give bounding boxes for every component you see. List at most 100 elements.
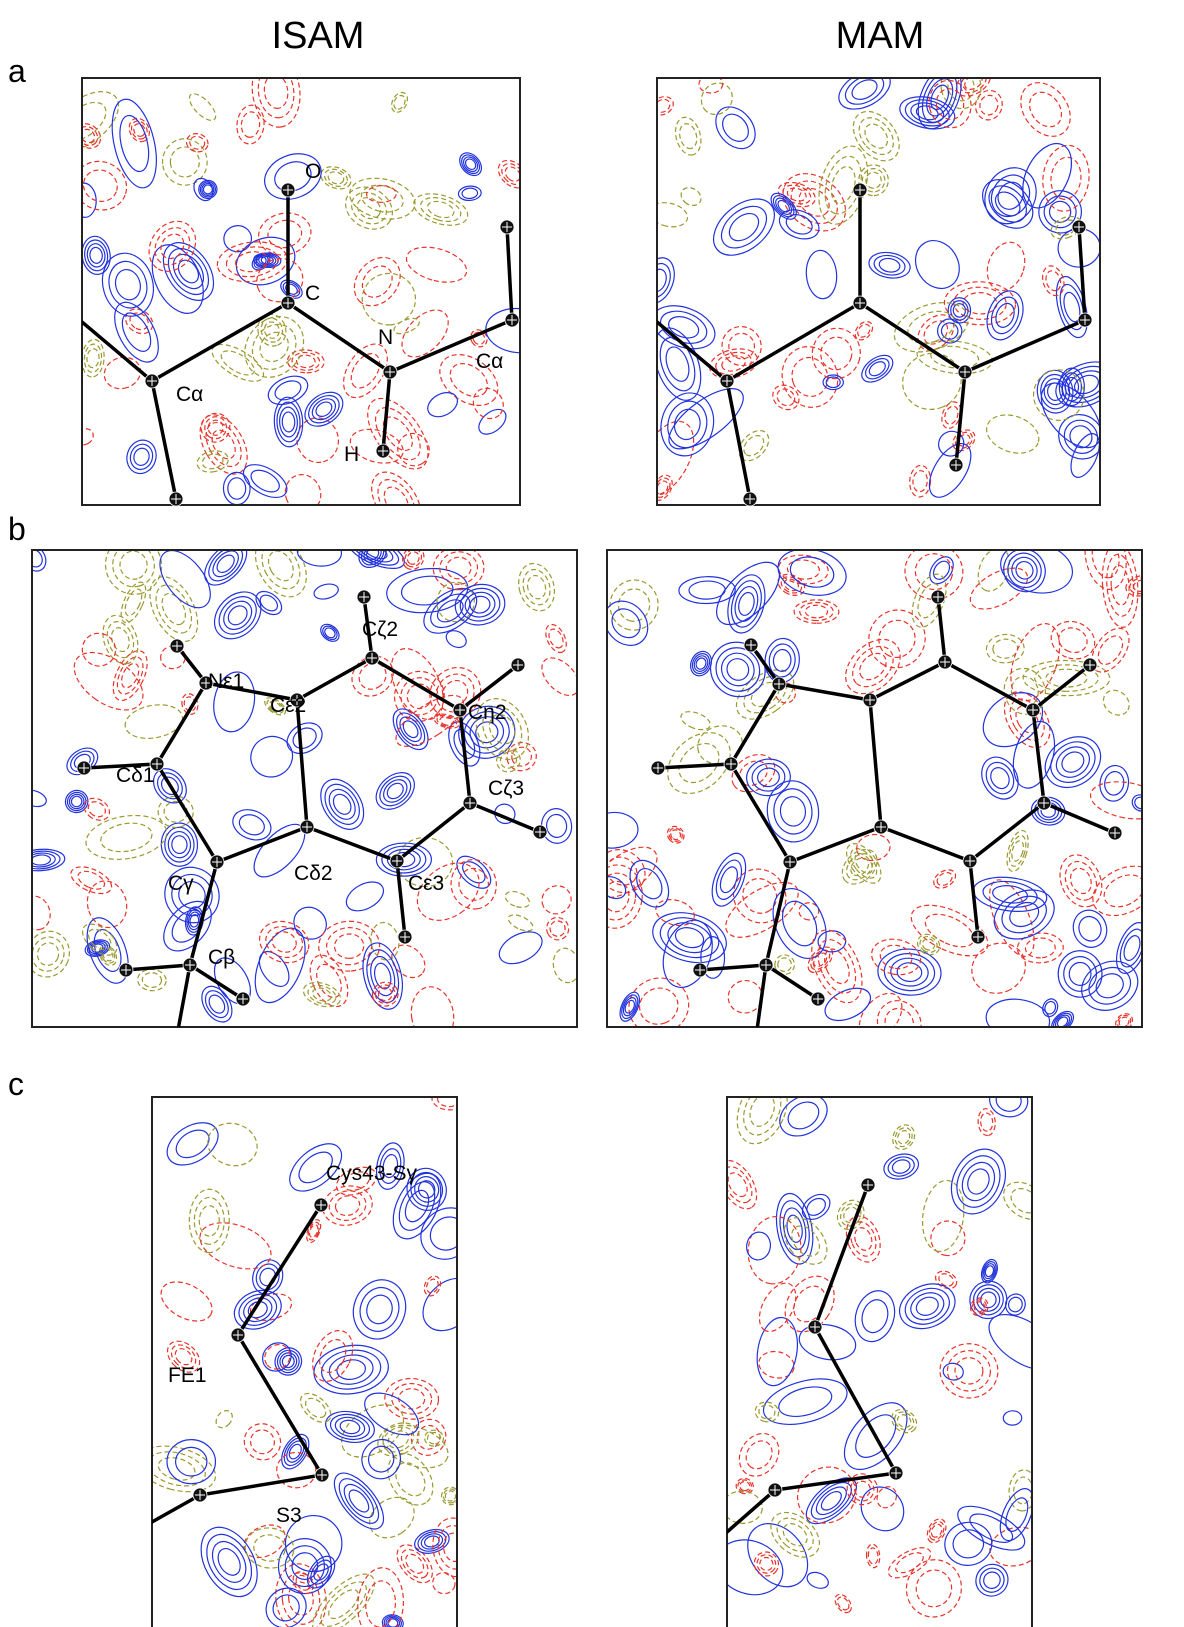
contour (804, 249, 838, 300)
contour (150, 542, 220, 617)
contour (402, 241, 470, 288)
contour (718, 1162, 758, 1208)
contour (1048, 1007, 1078, 1036)
contour (443, 627, 469, 650)
contour (1046, 615, 1100, 664)
contour (112, 653, 148, 698)
contour (318, 778, 367, 831)
contour (1093, 632, 1127, 669)
contour (425, 587, 476, 634)
atom (651, 761, 665, 775)
contour (537, 881, 576, 919)
atom-label: Cγ (168, 872, 194, 895)
contour (424, 388, 462, 422)
contour (142, 972, 162, 988)
contour (942, 1362, 965, 1382)
contour (982, 179, 1034, 230)
contour (20, 925, 76, 983)
contour (392, 1176, 442, 1236)
contour (199, 416, 249, 472)
bond (766, 965, 818, 999)
contour (254, 536, 307, 595)
atom-label: Cε2 (270, 694, 306, 717)
contour (751, 762, 786, 792)
atom (169, 492, 183, 506)
contour (857, 350, 898, 387)
contour (780, 182, 813, 207)
contour (208, 546, 243, 581)
contour (673, 925, 706, 951)
atom (768, 1483, 782, 1497)
contour (972, 544, 1015, 596)
contour (282, 412, 295, 432)
contour-map (709, 1069, 1069, 1624)
skeleton (82, 190, 512, 499)
contour (419, 1531, 444, 1551)
contour (396, 713, 426, 745)
contour (930, 866, 958, 892)
contour (865, 172, 881, 189)
atom (1083, 658, 1097, 672)
contour (303, 390, 344, 429)
contour (884, 1542, 936, 1584)
contour (451, 850, 496, 894)
contour (246, 1425, 280, 1459)
contour (34, 940, 62, 969)
contour (1050, 405, 1113, 468)
atom (724, 757, 738, 771)
contour (61, 786, 92, 817)
contour (1116, 926, 1149, 970)
contour (981, 1260, 999, 1283)
contour (818, 1488, 844, 1513)
contour (543, 913, 573, 943)
contour (677, 122, 699, 151)
contour (832, 1591, 855, 1615)
contour (964, 560, 1034, 618)
contour (773, 542, 851, 602)
contour (984, 996, 1052, 1044)
contour (832, 62, 896, 117)
contour (996, 889, 1053, 940)
contour (287, 901, 332, 946)
contour (356, 388, 440, 479)
contour (927, 1519, 947, 1542)
contour (705, 849, 752, 911)
contour (878, 257, 901, 274)
contour (345, 248, 410, 315)
contour (929, 1219, 967, 1257)
atom (281, 183, 295, 197)
contour (213, 1407, 236, 1430)
contour (169, 146, 201, 179)
contour (1083, 961, 1137, 1011)
atom (1072, 220, 1086, 234)
contour (201, 452, 225, 471)
contour (891, 1158, 912, 1175)
contour (240, 111, 261, 138)
skeleton (658, 597, 1115, 1030)
contour (717, 864, 741, 895)
contour (981, 286, 1030, 345)
contour (868, 935, 924, 979)
contour (820, 982, 875, 1027)
atom (874, 820, 888, 834)
contour (199, 1206, 219, 1236)
contour (374, 770, 416, 811)
column-header: MAM (836, 15, 925, 57)
contour (1035, 726, 1110, 797)
contour (759, 1371, 852, 1433)
contour (326, 927, 373, 966)
contour (418, 193, 464, 225)
contour (717, 872, 807, 949)
contour (855, 322, 872, 340)
contour (509, 744, 534, 769)
contour (363, 1292, 396, 1327)
contour (144, 1446, 208, 1491)
atom (811, 992, 825, 1006)
atom-label: Cys43-Sγ (326, 1162, 418, 1185)
contour (1085, 856, 1164, 925)
contour (225, 602, 251, 628)
contour (975, 751, 1026, 806)
atom (1026, 703, 1040, 717)
contour (817, 334, 855, 373)
contour (364, 545, 381, 562)
